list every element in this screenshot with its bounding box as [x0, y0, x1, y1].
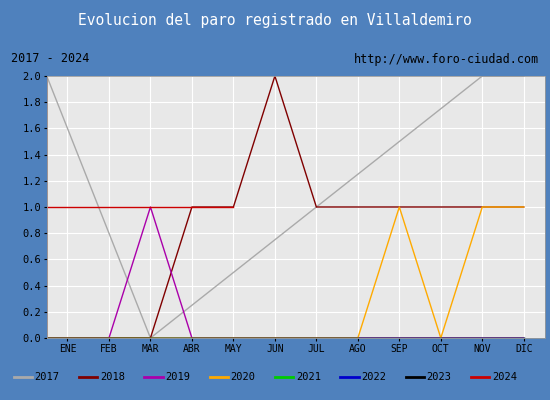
Text: 2017 - 2024: 2017 - 2024	[11, 52, 89, 66]
Text: http://www.foro-ciudad.com: http://www.foro-ciudad.com	[354, 52, 539, 66]
Text: 2021: 2021	[296, 372, 321, 382]
Text: 2018: 2018	[100, 372, 125, 382]
Text: 2022: 2022	[361, 372, 386, 382]
Text: 2017: 2017	[35, 372, 59, 382]
Text: 2024: 2024	[492, 372, 517, 382]
Text: 2020: 2020	[230, 372, 256, 382]
Text: Evolucion del paro registrado en Villaldemiro: Evolucion del paro registrado en Villald…	[78, 14, 472, 28]
Text: 2023: 2023	[427, 372, 452, 382]
Text: 2019: 2019	[166, 372, 190, 382]
